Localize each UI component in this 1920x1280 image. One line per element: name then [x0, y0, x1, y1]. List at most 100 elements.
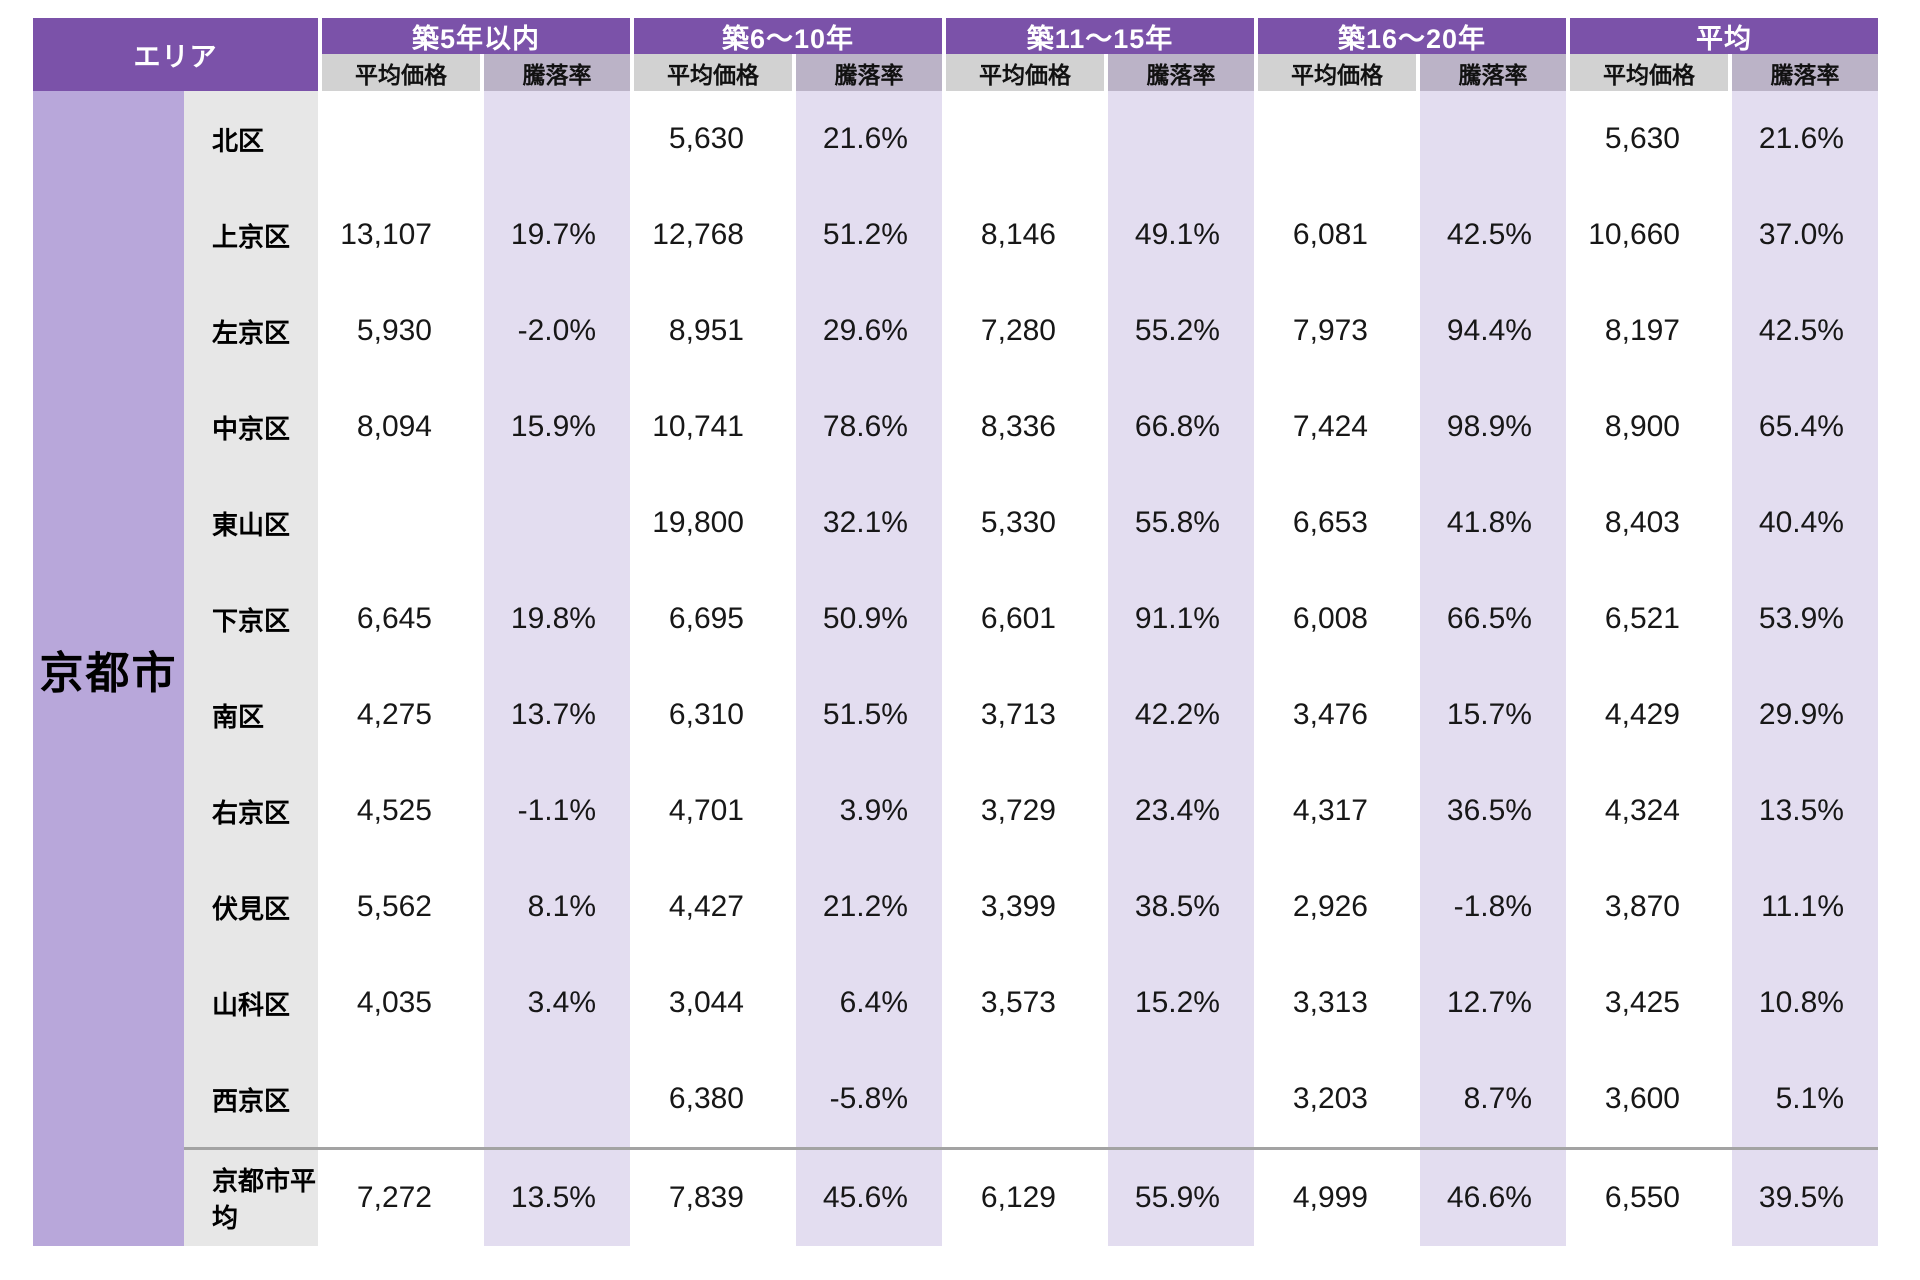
price-cell: 4,275	[322, 667, 480, 763]
price-cell: 6,601	[946, 571, 1104, 667]
rate-cell: 55.9%	[1108, 1150, 1254, 1246]
rate-cell: 21.6%	[1732, 91, 1878, 187]
rate-cell: 38.5%	[1108, 859, 1254, 955]
price-cell	[946, 1051, 1104, 1147]
rate-cell: 12.7%	[1420, 955, 1566, 1051]
subheader-price: 平均価格	[634, 54, 792, 91]
row-label-ward: 南区	[184, 667, 318, 763]
price-cell: 13,107	[322, 187, 480, 283]
price-cell: 8,403	[1570, 475, 1728, 571]
column-group-header: 築5年以内	[322, 18, 630, 54]
rate-cell: 66.8%	[1108, 379, 1254, 475]
price-cell: 5,630	[634, 91, 792, 187]
rate-cell: 78.6%	[796, 379, 942, 475]
rate-cell	[1108, 1051, 1254, 1147]
rate-cell: 37.0%	[1732, 187, 1878, 283]
rate-cell: 29.9%	[1732, 667, 1878, 763]
price-cell: 8,094	[322, 379, 480, 475]
area-header-cell: エリア	[33, 18, 318, 91]
rate-cell: 11.1%	[1732, 859, 1878, 955]
row-label-ward: 上京区	[184, 187, 318, 283]
price-cell: 3,713	[946, 667, 1104, 763]
rate-cell	[1108, 91, 1254, 187]
price-cell: 3,870	[1570, 859, 1728, 955]
row-label-ward: 東山区	[184, 475, 318, 571]
price-cell	[1258, 91, 1416, 187]
rate-cell: 51.5%	[796, 667, 942, 763]
price-cell: 3,425	[1570, 955, 1728, 1051]
rate-cell: 21.2%	[796, 859, 942, 955]
row-label-ward: 西京区	[184, 1051, 318, 1147]
subheader-rate: 騰落率	[1732, 54, 1878, 91]
rate-cell: 8.7%	[1420, 1051, 1566, 1147]
rate-cell: 15.9%	[484, 379, 630, 475]
row-label-ward: 左京区	[184, 283, 318, 379]
rate-cell: 98.9%	[1420, 379, 1566, 475]
price-cell: 6,310	[634, 667, 792, 763]
rate-cell: 42.5%	[1420, 187, 1566, 283]
price-cell: 4,324	[1570, 763, 1728, 859]
price-cell: 8,336	[946, 379, 1104, 475]
rate-cell: 15.2%	[1108, 955, 1254, 1051]
rate-cell: 66.5%	[1420, 571, 1566, 667]
column-group-header: 築16〜20年	[1258, 18, 1566, 54]
price-cell: 3,313	[1258, 955, 1416, 1051]
price-cell: 3,399	[946, 859, 1104, 955]
price-cell: 4,525	[322, 763, 480, 859]
row-label-ward: 山科区	[184, 955, 318, 1051]
price-cell: 5,630	[1570, 91, 1728, 187]
price-cell: 7,280	[946, 283, 1104, 379]
price-cell: 3,476	[1258, 667, 1416, 763]
rate-cell: 3.4%	[484, 955, 630, 1051]
price-cell: 6,008	[1258, 571, 1416, 667]
price-cell: 8,197	[1570, 283, 1728, 379]
rate-cell: 23.4%	[1108, 763, 1254, 859]
rate-cell: 55.2%	[1108, 283, 1254, 379]
rate-cell: 46.6%	[1420, 1150, 1566, 1246]
subheader-price: 平均価格	[322, 54, 480, 91]
rate-cell: 40.4%	[1732, 475, 1878, 571]
price-cell: 6,550	[1570, 1150, 1728, 1246]
price-cell: 19,800	[634, 475, 792, 571]
price-cell: 6,645	[322, 571, 480, 667]
rate-cell: 50.9%	[796, 571, 942, 667]
column-group-header: 平均	[1570, 18, 1878, 54]
rate-cell: -2.0%	[484, 283, 630, 379]
rate-cell: 45.6%	[796, 1150, 942, 1246]
rate-cell	[484, 1051, 630, 1147]
rate-cell: 19.7%	[484, 187, 630, 283]
price-cell: 7,973	[1258, 283, 1416, 379]
rate-cell: 6.4%	[796, 955, 942, 1051]
subheader-rate: 騰落率	[1108, 54, 1254, 91]
rate-cell: 51.2%	[796, 187, 942, 283]
row-label-ward: 下京区	[184, 571, 318, 667]
summary-separator	[184, 1147, 1878, 1150]
price-cell: 2,926	[1258, 859, 1416, 955]
rate-cell: 65.4%	[1732, 379, 1878, 475]
price-cell: 6,653	[1258, 475, 1416, 571]
row-label-ward: 北区	[184, 91, 318, 187]
price-cell: 6,129	[946, 1150, 1104, 1246]
rate-cell: 53.9%	[1732, 571, 1878, 667]
rate-cell: 91.1%	[1108, 571, 1254, 667]
rate-cell: 10.8%	[1732, 955, 1878, 1051]
price-cell: 7,839	[634, 1150, 792, 1246]
rate-cell: 13.5%	[484, 1150, 630, 1246]
price-cell: 7,424	[1258, 379, 1416, 475]
price-cell: 3,573	[946, 955, 1104, 1051]
rate-cell: -1.1%	[484, 763, 630, 859]
price-cell: 3,729	[946, 763, 1104, 859]
price-cell: 4,701	[634, 763, 792, 859]
price-cell: 6,380	[634, 1051, 792, 1147]
column-group-header: 築6〜10年	[634, 18, 942, 54]
row-label-city-average: 京都市平均	[184, 1150, 318, 1246]
price-cell: 5,930	[322, 283, 480, 379]
price-cell	[946, 91, 1104, 187]
rate-cell: 94.4%	[1420, 283, 1566, 379]
rate-cell: 21.6%	[796, 91, 942, 187]
rate-cell: 32.1%	[796, 475, 942, 571]
row-label-ward: 中京区	[184, 379, 318, 475]
price-cell: 8,146	[946, 187, 1104, 283]
price-cell: 3,600	[1570, 1051, 1728, 1147]
subheader-rate: 騰落率	[796, 54, 942, 91]
